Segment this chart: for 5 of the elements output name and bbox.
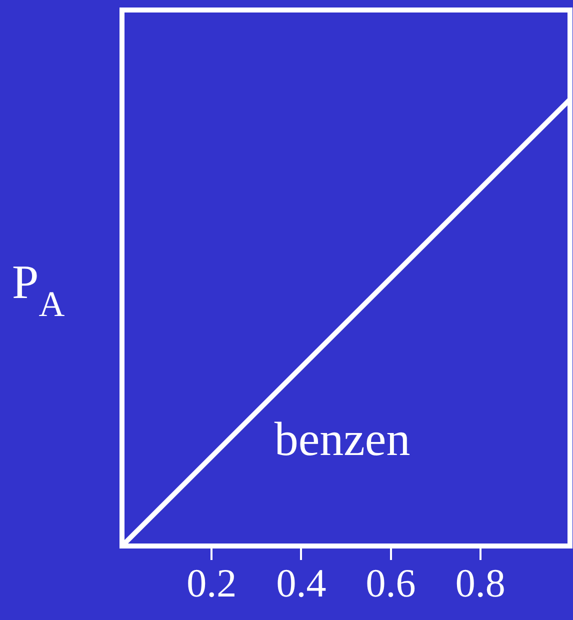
x-tick-label: 0.2 (186, 560, 237, 606)
x-tick-label: 0.4 (276, 560, 326, 606)
x-tick-label: 0.8 (455, 560, 506, 606)
x-tick-label: 0.6 (366, 560, 416, 606)
annotation: benzen (274, 412, 410, 466)
